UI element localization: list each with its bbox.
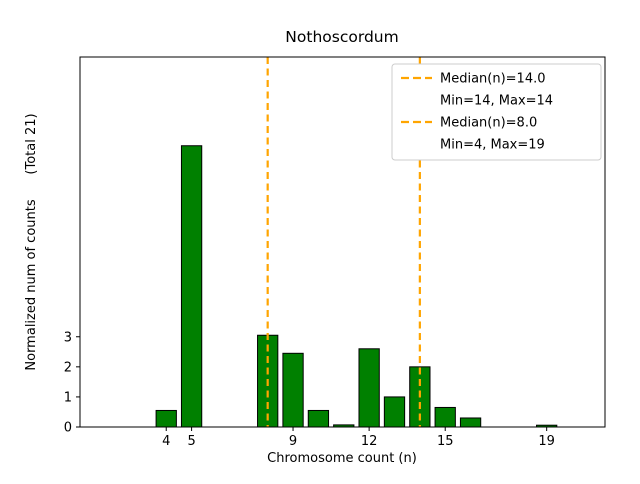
x-tick-label: 19 <box>538 434 555 449</box>
bar <box>155 409 177 428</box>
y-tick-label: 0 <box>64 421 72 436</box>
y-tick-label: 2 <box>64 360 72 375</box>
bar <box>282 352 304 428</box>
bar <box>383 396 406 428</box>
bar <box>459 417 482 428</box>
x-tick-label: 4 <box>162 434 170 449</box>
legend-entry-label: Median(n)=14.0 <box>440 72 546 87</box>
bar <box>358 348 380 428</box>
bar <box>307 409 330 428</box>
bar <box>434 406 456 428</box>
x-tick-label: 15 <box>437 434 454 449</box>
bar <box>180 145 203 428</box>
x-tick-label: 12 <box>361 434 378 449</box>
legend-entry-label: Min=14, Max=14 <box>440 94 553 109</box>
chart-title: Nothoscordum <box>285 28 398 46</box>
x-tick-label: 5 <box>187 434 195 449</box>
legend: Median(n)=14.0 Min=14, Max=14 Median(n)=8.… <box>391 63 602 161</box>
y-tick-label: 3 <box>64 330 72 345</box>
legend-entry-label: Min=4, Max=19 <box>440 138 545 153</box>
x-tick-label: 9 <box>289 434 297 449</box>
y-tick-label: 1 <box>64 390 72 405</box>
plot-border <box>79 56 606 428</box>
legend-entry-label: Median(n)=8.0 <box>440 116 537 131</box>
x-axis-label: Chromosome count (n) <box>267 451 417 466</box>
legend-box <box>391 63 602 161</box>
y-axis-label: Normalized num of counts (Total 21) <box>24 113 39 370</box>
bars-group <box>155 145 558 428</box>
